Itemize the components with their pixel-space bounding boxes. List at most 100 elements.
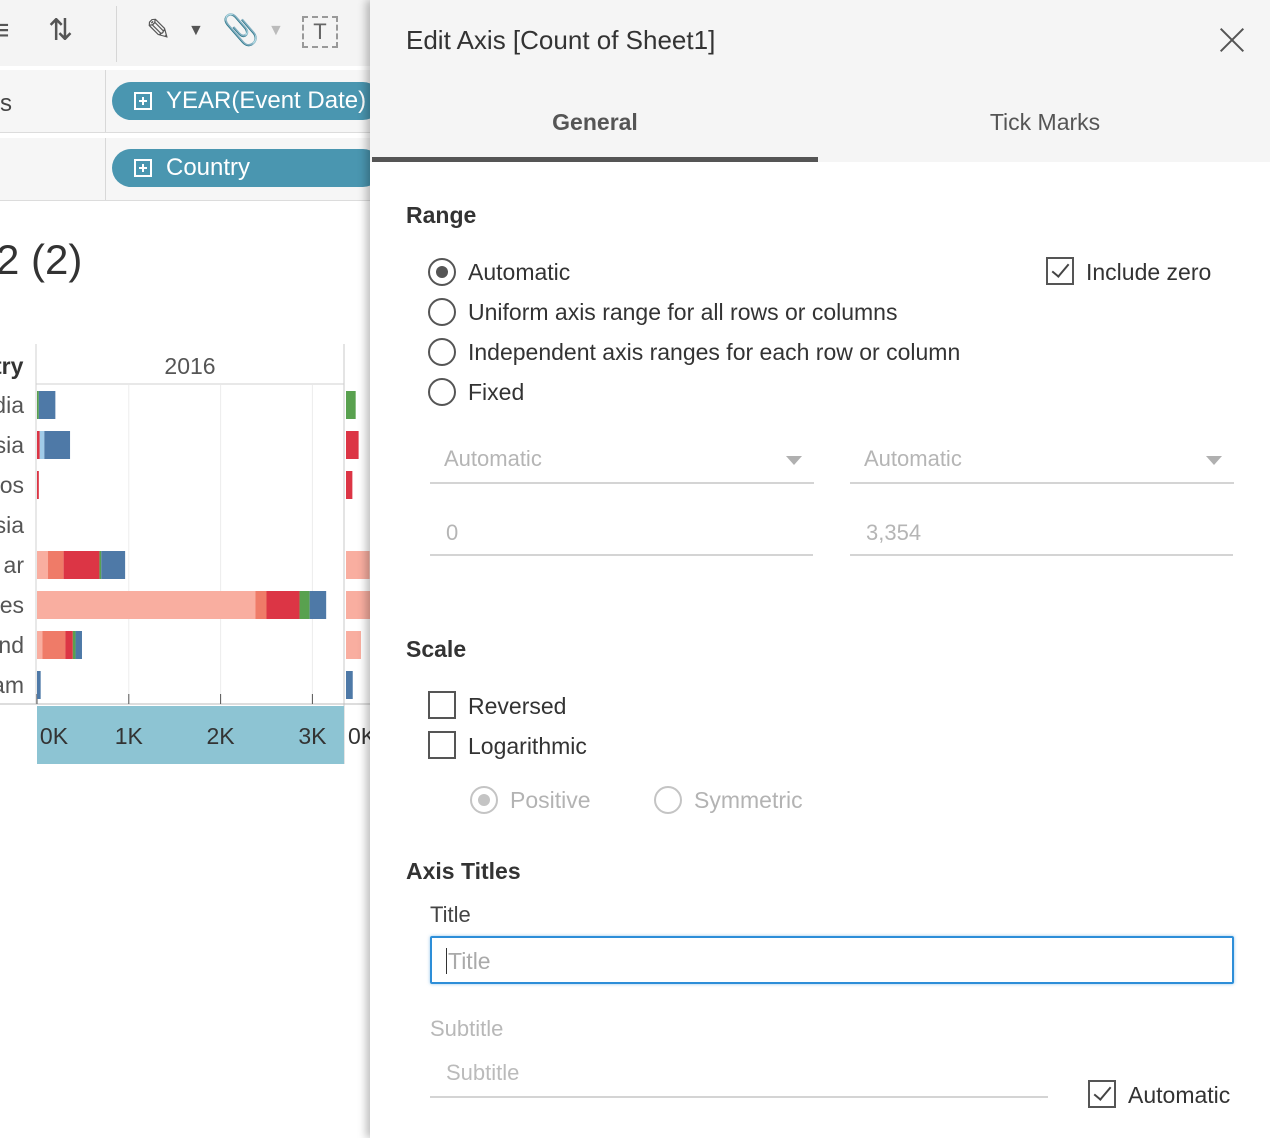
bar-segment[interactable]: [99, 551, 102, 579]
radio-label: Uniform axis range for all rows or colum…: [468, 299, 898, 325]
sheet-title: 2 (2): [0, 236, 83, 283]
shelf-divider: [105, 70, 106, 132]
subtitle-input[interactable]: Subtitle: [430, 1052, 1048, 1098]
bar-segment[interactable]: [72, 631, 76, 659]
toolbar-divider: [116, 6, 117, 62]
workspace: ≡ ⇅ ✎ ▼ 📎 ▼ T s YEAR(Event Date) Country…: [0, 0, 372, 1138]
close-icon[interactable]: [1214, 22, 1250, 58]
bar-segment[interactable]: [309, 591, 327, 619]
sort-descending-icon[interactable]: ⇅: [48, 14, 74, 47]
text-cursor: [446, 948, 447, 974]
dialog-title: Edit Axis [Count of Sheet1]: [406, 25, 716, 55]
category-label: dia: [0, 392, 24, 418]
tick-label: 1K: [115, 723, 144, 749]
bar-segment[interactable]: [75, 631, 82, 659]
expand-plus-icon[interactable]: [134, 159, 152, 177]
radio-button[interactable]: [428, 258, 456, 286]
bar-segment-next-pane[interactable]: [346, 631, 361, 659]
radio-button[interactable]: [470, 786, 498, 814]
bar-segment-next-pane[interactable]: [346, 671, 353, 699]
bar-segment[interactable]: [65, 631, 73, 659]
category-label: am: [0, 672, 24, 698]
title-placeholder: Title: [448, 948, 491, 974]
range-end-field[interactable]: 3,354: [850, 506, 1233, 556]
bar-segment[interactable]: [38, 391, 56, 419]
field-value: 3,354: [866, 520, 922, 545]
axis-titles-heading: Axis Titles: [406, 858, 521, 884]
bar-segment-next-pane[interactable]: [346, 591, 372, 619]
sort-ascending-icon[interactable]: ≡: [0, 14, 10, 47]
bar-segment[interactable]: [44, 431, 71, 459]
dropdown-value: Automatic: [864, 446, 962, 471]
radio-label: Independent axis ranges for each row or …: [468, 339, 961, 365]
year-event-date-pill[interactable]: YEAR(Event Date): [112, 82, 372, 120]
category-label: ar: [4, 552, 25, 578]
bar-segment[interactable]: [37, 391, 39, 419]
pill-label: YEAR(Event Date): [166, 87, 367, 114]
chevron-down-icon[interactable]: ▼: [268, 22, 284, 39]
bar-segment-next-pane[interactable]: [346, 391, 356, 419]
country-pill[interactable]: Country: [112, 149, 372, 187]
bar-segment[interactable]: [101, 551, 126, 579]
radio-button[interactable]: [654, 786, 682, 814]
scale-heading: Scale: [406, 636, 467, 662]
columns-shelf: s YEAR(Event Date): [0, 70, 372, 133]
bar-segment-next-pane[interactable]: [346, 471, 353, 499]
range-start-dropdown[interactable]: Automatic: [430, 434, 814, 484]
tab-tick-marks[interactable]: Tick Marks: [989, 109, 1101, 135]
tick-label: 2K: [207, 723, 236, 749]
shelf-label: s: [0, 90, 12, 117]
radio-button[interactable]: [428, 338, 456, 366]
radio-label: Symmetric: [694, 787, 803, 813]
range-start-field[interactable]: 0: [430, 506, 813, 556]
checkbox[interactable]: [1046, 257, 1074, 285]
bar-segment[interactable]: [48, 551, 64, 579]
tick-label: 0K: [40, 723, 69, 749]
expand-plus-icon[interactable]: [134, 92, 152, 110]
range-heading: Range: [406, 202, 477, 228]
paperclip-icon[interactable]: 📎: [222, 14, 260, 47]
text-box-icon[interactable]: T: [302, 16, 338, 48]
bar-segment-next-pane[interactable]: [346, 431, 359, 459]
radio-button[interactable]: [428, 378, 456, 406]
stacked-bar-chart[interactable]: 2016 try dia sia os sia ar es nd am 0K 1K 2K 3K 0K: [0, 340, 372, 770]
bar-segment[interactable]: [42, 631, 66, 659]
rows-shelf: Country: [0, 138, 372, 201]
category-label: nd: [0, 632, 24, 658]
bar-segment[interactable]: [63, 551, 100, 579]
bar-segment[interactable]: [299, 591, 310, 619]
radio-label: Automatic: [468, 259, 571, 285]
checkbox-label: Include zero: [1086, 259, 1212, 285]
bar-segment[interactable]: [37, 431, 40, 459]
dialog-header: Edit Axis [Count of Sheet1] General Tick…: [370, 0, 1270, 162]
checkbox[interactable]: [428, 691, 456, 719]
bar-segment[interactable]: [39, 431, 45, 459]
radio-label: Positive: [510, 787, 591, 813]
category-label: sia: [0, 512, 24, 538]
title-label: Title: [430, 902, 471, 927]
bar-segment[interactable]: [37, 551, 49, 579]
range-end-dropdown[interactable]: Automatic: [850, 434, 1234, 484]
chevron-down-icon: [1206, 456, 1222, 465]
checkbox[interactable]: [428, 731, 456, 759]
category-label: es: [0, 592, 24, 618]
radio-button[interactable]: [428, 298, 456, 326]
highlight-pen-icon[interactable]: ✎: [146, 14, 172, 47]
title-input[interactable]: Title: [430, 936, 1234, 984]
subtitle-label: Subtitle: [430, 1016, 504, 1041]
edit-axis-dialog: Edit Axis [Count of Sheet1] General Tick…: [370, 0, 1270, 1138]
shelf-divider: [105, 138, 106, 200]
axis-highlight-band: [37, 706, 344, 764]
bar-segment[interactable]: [37, 671, 41, 699]
chevron-down-icon[interactable]: ▼: [188, 22, 204, 39]
bar-segment[interactable]: [255, 591, 267, 619]
tab-general[interactable]: General: [372, 88, 818, 162]
pill-label: Country: [166, 154, 251, 181]
bar-segment[interactable]: [266, 591, 300, 619]
bar-segment[interactable]: [37, 591, 256, 619]
checkbox[interactable]: [1088, 1080, 1116, 1108]
bar-segment[interactable]: [37, 631, 43, 659]
bar-segment-next-pane[interactable]: [346, 551, 370, 579]
bar-segment[interactable]: [37, 471, 39, 499]
checkbox-label: Reversed: [468, 693, 567, 719]
